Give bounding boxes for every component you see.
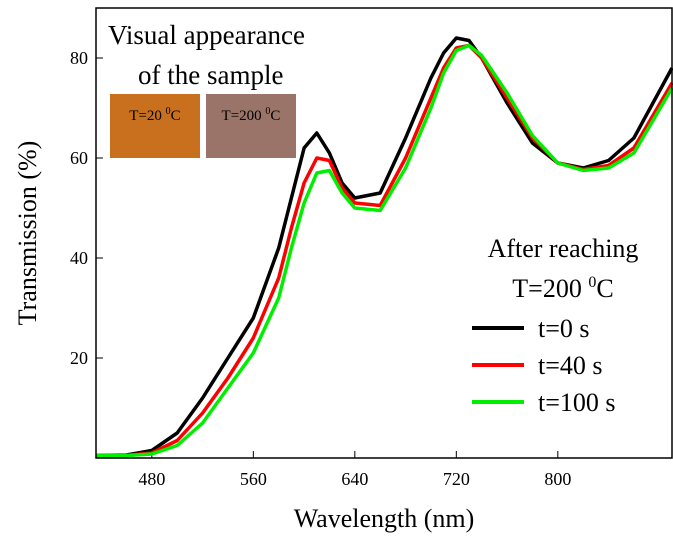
swatch-label-unit: C [171, 108, 181, 124]
swatch [110, 94, 200, 158]
inset-subtitle: of the sample [138, 60, 283, 90]
inset-title: Visual appearance [108, 20, 305, 50]
x-tick-label: 640 [341, 469, 368, 489]
swatch-label-unit: C [270, 108, 280, 124]
legend-title: After reaching [488, 234, 639, 263]
swatch-label: T=200 0C [222, 106, 281, 124]
swatch [206, 94, 296, 158]
plot-frame [95, 7, 673, 459]
y-axis-label: Transmission (%) [13, 141, 42, 326]
x-tick-label: 800 [544, 469, 571, 489]
legend-subtitle-text: T=200 [512, 274, 588, 303]
x-tick-label: 720 [443, 469, 470, 489]
legend-label: t=0 s [538, 314, 590, 343]
x-axis-label: Wavelength (nm) [294, 504, 475, 533]
y-tick-label: 60 [70, 148, 88, 168]
swatch-label: T=20 0C [129, 106, 180, 124]
x-tick-label: 480 [138, 469, 165, 489]
swatch-label-sup: 0 [265, 106, 270, 117]
y-tick-label: 40 [70, 248, 88, 268]
legend-subtitle: T=200 0C [512, 274, 613, 303]
swatch-label-text: T=200 [222, 108, 266, 124]
legend-label: t=100 s [538, 388, 616, 417]
legend-subtitle-sup: 0 [588, 274, 596, 291]
legend-label: t=40 s [538, 351, 603, 380]
y-tick-label: 20 [70, 348, 88, 368]
line-series [95, 36, 673, 458]
swatch-label-sup: 0 [166, 106, 171, 117]
swatch-label-text: T=20 [129, 108, 165, 124]
x-tick-label: 560 [240, 469, 267, 489]
line-series [96, 43, 673, 458]
legend-subtitle-unit: C [596, 274, 613, 303]
y-tick-label: 80 [70, 48, 88, 68]
